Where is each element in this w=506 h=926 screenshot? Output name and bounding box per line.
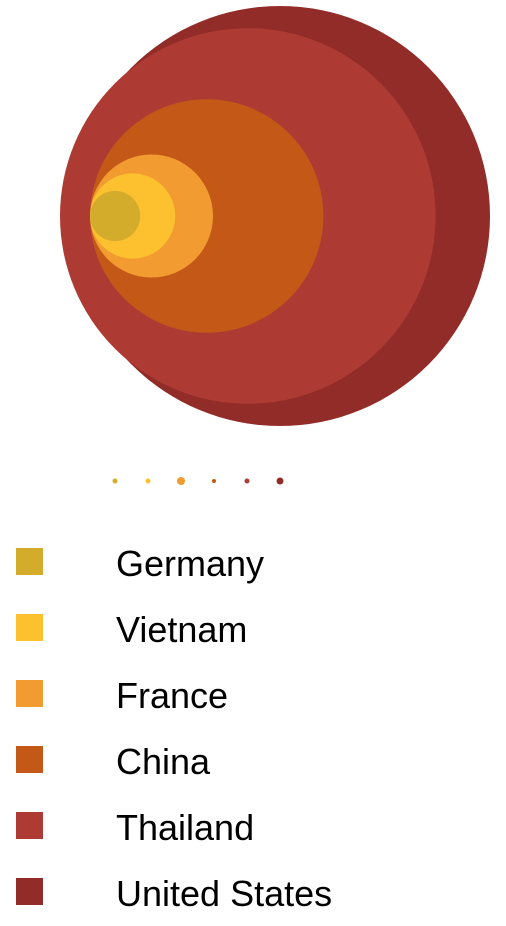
indicator-dot-france [177, 477, 185, 485]
bubble-germany[interactable] [90, 191, 140, 241]
legend-swatch-germany [16, 548, 43, 575]
indicator-dots [113, 477, 284, 485]
bubble-plot [0, 0, 506, 500]
legend-item-france[interactable]: France [0, 667, 506, 733]
legend-swatch-vietnam [16, 614, 43, 641]
indicator-dot-united-states [277, 478, 284, 485]
legend-item-germany[interactable]: Germany [0, 535, 506, 601]
legend-swatch-china [16, 746, 43, 773]
legend-label-united-states: United States [116, 874, 332, 914]
legend-label-france: France [116, 676, 228, 716]
indicator-dot-thailand [245, 479, 250, 484]
legend: Germany Vietnam France China Thailand Un… [0, 535, 506, 926]
legend-swatch-united-states [16, 878, 43, 905]
indicator-dot-vietnam [146, 479, 151, 484]
legend-item-thailand[interactable]: Thailand [0, 799, 506, 865]
legend-swatch-thailand [16, 812, 43, 839]
legend-item-china[interactable]: China [0, 733, 506, 799]
legend-label-thailand: Thailand [116, 808, 254, 848]
legend-label-germany: Germany [116, 544, 264, 584]
legend-swatch-france [16, 680, 43, 707]
indicator-dot-germany [113, 479, 118, 484]
bubble-group [60, 6, 490, 426]
legend-item-vietnam[interactable]: Vietnam [0, 601, 506, 667]
indicator-dot-china [212, 479, 216, 483]
legend-item-united-states[interactable]: United States [0, 865, 506, 926]
legend-label-vietnam: Vietnam [116, 610, 247, 650]
legend-label-china: China [116, 742, 210, 782]
